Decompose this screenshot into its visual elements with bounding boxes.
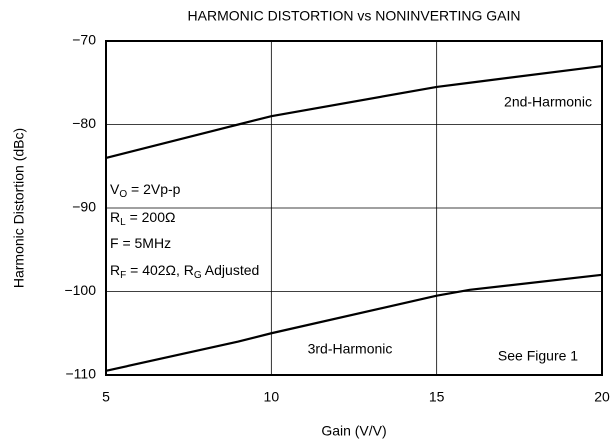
annotation-text: = 2Vp-p — [127, 181, 181, 197]
annotation: F = 5MHz — [110, 235, 171, 251]
x-tick-label: 15 — [429, 389, 445, 405]
series-line — [105, 273, 603, 372]
x-tick-label: 5 — [102, 389, 110, 405]
annotation-text: = 200Ω — [126, 209, 176, 225]
subscript: L — [120, 217, 126, 228]
annotation: RF = 402Ω, RG Adjusted — [110, 262, 259, 281]
subscript: F — [120, 270, 126, 281]
annotation-text: Adjusted — [202, 262, 260, 278]
series-line — [105, 64, 603, 159]
annotation: RL = 200Ω — [110, 209, 175, 228]
subscript: G — [194, 270, 202, 281]
y-tick-label: −110 — [66, 366, 97, 382]
annotation-text: R — [110, 209, 120, 225]
x-tick-label: 10 — [264, 389, 280, 405]
y-tick-label: −100 — [64, 282, 96, 298]
series-label: 3rd-Harmonic — [308, 341, 393, 357]
x-axis-label: Gain (V/V) — [321, 423, 386, 439]
plot-border — [105, 40, 603, 376]
annotation-text: F = 5MHz — [110, 235, 171, 251]
annotation-text: R — [110, 262, 120, 278]
series-label: 2nd-Harmonic — [504, 94, 592, 110]
y-tick-label: −70 — [72, 32, 96, 48]
annotation-text: V — [110, 181, 120, 197]
y-axis-label: Harmonic Distortion (dBc) — [11, 128, 27, 288]
subscript: O — [119, 189, 127, 200]
chart-title: HARMONIC DISTORTION vs NONINVERTING GAIN — [188, 8, 521, 24]
note: See Figure 1 — [498, 348, 578, 364]
annotation-text: = 402Ω, R — [126, 262, 194, 278]
y-tick-label: −90 — [72, 199, 96, 215]
x-tick-label: 20 — [594, 389, 610, 405]
y-tick-label: −80 — [72, 115, 96, 131]
annotation: VO = 2Vp-p — [110, 181, 181, 200]
